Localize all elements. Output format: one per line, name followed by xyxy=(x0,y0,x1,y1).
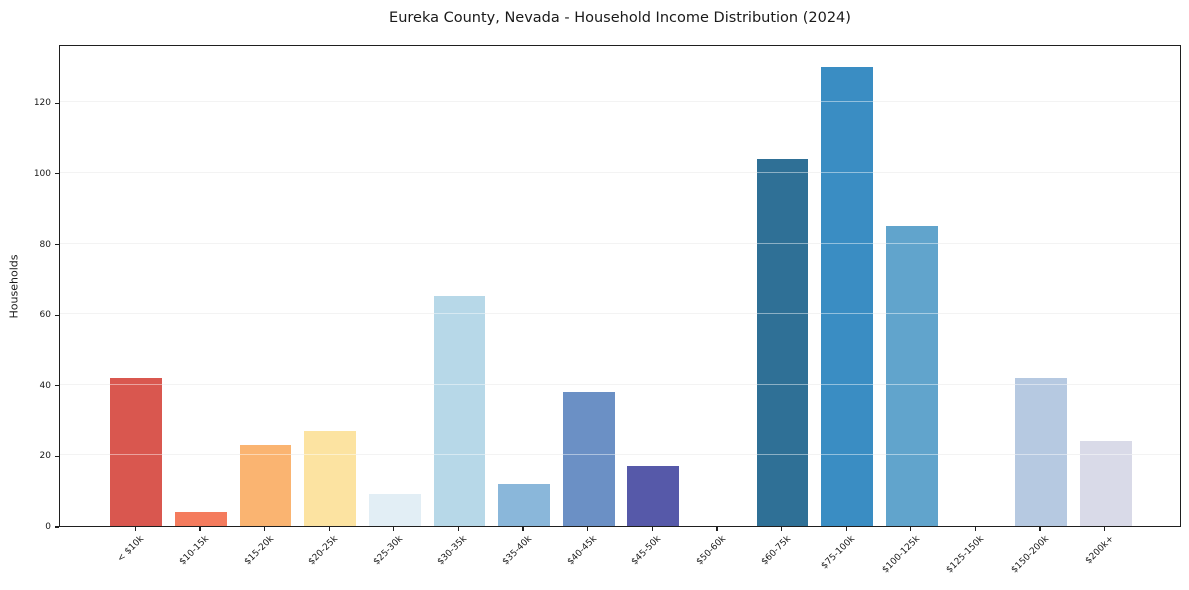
x-tick-label: $150-200k xyxy=(1009,534,1052,576)
bar xyxy=(1079,441,1132,526)
bar xyxy=(885,225,938,526)
bar xyxy=(498,483,550,526)
y-tick-label: 20 xyxy=(39,451,51,462)
y-tick-label: 80 xyxy=(39,239,51,250)
gridline xyxy=(60,313,1180,315)
x-tick-label: $30-35k xyxy=(436,534,470,568)
bar xyxy=(433,296,486,526)
gridline xyxy=(60,383,1180,385)
x-tick-mark xyxy=(328,527,330,531)
x-tick-label: $100-125k xyxy=(880,534,922,576)
x-tick-mark xyxy=(1104,527,1106,531)
x-tick-mark xyxy=(263,527,266,531)
gridline xyxy=(60,383,1180,385)
x-tick-label: $60-75k xyxy=(759,534,793,568)
x-tick-label: $20-25k xyxy=(306,534,341,568)
y-tick-mark xyxy=(54,526,59,528)
chart-title: Eureka County, Nevada - Household Income… xyxy=(389,10,851,26)
bar xyxy=(821,66,874,526)
bar xyxy=(562,391,615,526)
x-tick-mark xyxy=(910,527,912,531)
x-tick-label: $75-100k xyxy=(819,534,858,572)
x-tick-mark xyxy=(522,527,524,531)
y-tick-label: 60 xyxy=(39,310,51,321)
bar xyxy=(627,465,680,526)
y-tick-label: 120 xyxy=(33,98,51,109)
y-tick-mark xyxy=(54,173,59,175)
gridline xyxy=(60,171,1180,173)
gridline xyxy=(60,101,1180,103)
y-tick-mark xyxy=(54,385,59,387)
bar xyxy=(175,511,227,526)
bar xyxy=(756,158,809,526)
bar xyxy=(110,377,163,526)
x-tick-label: $25-30k xyxy=(371,534,405,568)
plot-area xyxy=(59,45,1181,527)
x-tick-label: $40-45k xyxy=(565,534,599,568)
x-tick-mark xyxy=(134,527,136,531)
x-tick-label: < $10k xyxy=(116,534,147,565)
x-tick-mark xyxy=(716,527,718,531)
gridline xyxy=(60,242,1180,244)
y-tick-label: 0 xyxy=(45,522,51,532)
y-tick-mark xyxy=(54,455,59,457)
x-tick-mark xyxy=(780,527,783,531)
x-tick-mark xyxy=(845,527,847,531)
x-tick-label: $200k+ xyxy=(1083,534,1116,567)
x-tick-mark xyxy=(587,527,589,531)
x-tick-mark xyxy=(974,527,977,531)
x-tick-label: $45-50k xyxy=(630,534,664,568)
y-tick-label: 100 xyxy=(33,168,51,179)
x-tick-label: $35-40k xyxy=(500,534,535,568)
gridline xyxy=(60,454,1180,456)
y-tick-mark xyxy=(54,243,59,246)
x-tick-mark xyxy=(393,527,395,531)
x-tick-mark xyxy=(457,527,460,531)
x-tick-label: $125-150k xyxy=(945,534,987,576)
bar xyxy=(239,444,292,526)
x-tick-mark xyxy=(199,527,201,531)
x-tick-mark xyxy=(651,527,653,531)
bar xyxy=(1015,377,1067,526)
bar xyxy=(304,430,357,526)
y-tick-label: 40 xyxy=(39,380,51,391)
gridline xyxy=(60,313,1180,315)
gridline xyxy=(60,454,1180,456)
x-tick-label: $15-20k xyxy=(242,534,276,568)
gridline xyxy=(60,101,1180,103)
x-tick-mark xyxy=(1039,527,1041,531)
x-tick-label: $50-60k xyxy=(694,534,729,568)
y-tick-mark xyxy=(54,314,59,316)
bar xyxy=(368,494,421,526)
gridline xyxy=(60,242,1180,244)
y-tick-mark xyxy=(54,102,59,104)
gridline xyxy=(60,171,1180,173)
x-tick-label: $10-15k xyxy=(177,534,212,568)
